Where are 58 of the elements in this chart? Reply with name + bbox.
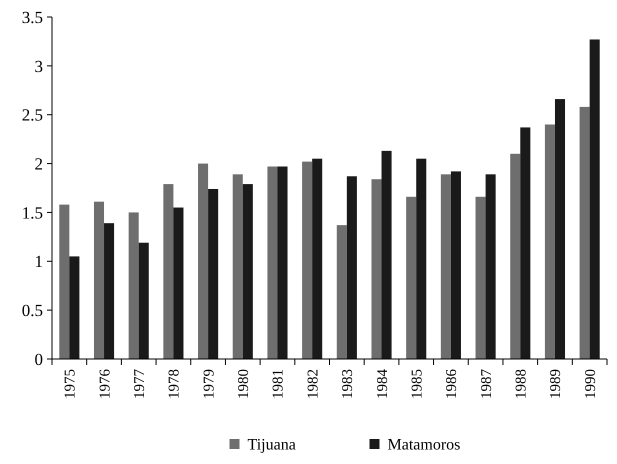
y-tick-label: 2: [34, 154, 43, 174]
bar: [267, 166, 278, 359]
y-tick-label: 1: [34, 252, 43, 272]
bar: [312, 158, 322, 359]
bar: [520, 127, 530, 359]
bar: [336, 225, 347, 359]
bar: [59, 204, 70, 359]
x-tick-label: 1989: [548, 369, 564, 399]
x-tick-label: 1987: [478, 368, 495, 399]
legend-label: Matamoros: [388, 436, 460, 454]
x-tick-label: 1976: [97, 368, 114, 399]
x-tick-label: 1986: [444, 368, 460, 399]
x-tick-label: 1977: [132, 368, 148, 399]
x-tick-label: 1975: [62, 369, 79, 399]
bar: [242, 184, 253, 359]
bar: [346, 176, 357, 359]
bar: [590, 39, 600, 359]
bar: [198, 164, 208, 359]
bar: [510, 154, 520, 359]
x-tick-label: 1983: [340, 369, 356, 399]
bar: [302, 162, 312, 359]
bar: [371, 179, 382, 359]
y-tick-label: 0: [34, 350, 43, 369]
x-tick-label: 1981: [270, 369, 287, 399]
bar: [232, 174, 243, 359]
bar: [382, 150, 392, 359]
bar: [544, 124, 555, 359]
bar: [104, 223, 114, 359]
bar: [94, 202, 104, 359]
bar: [476, 196, 486, 359]
bar: [486, 174, 496, 359]
x-tick-label: 1988: [514, 369, 530, 399]
bar: [208, 188, 218, 359]
x-tick-label: 1982: [305, 369, 322, 399]
x-tick-label: 1979: [201, 369, 218, 399]
legend-label: Tijuana: [248, 436, 296, 454]
bar: [128, 212, 139, 359]
bar: [580, 106, 590, 359]
bar: [173, 208, 184, 359]
bar: [69, 256, 80, 359]
x-tick-label: 1985: [409, 369, 426, 399]
x-tick-label: 1990: [582, 369, 599, 399]
bar: [440, 174, 451, 359]
x-tick-label: 1980: [236, 369, 252, 399]
x-tick-label: 1978: [166, 369, 183, 399]
y-tick-label: 2.5: [22, 106, 43, 125]
y-tick-label: 3.5: [22, 8, 43, 27]
bar: [138, 242, 149, 359]
y-tick-label: 3: [34, 56, 43, 76]
bar: [277, 166, 288, 359]
x-tick-label: 1984: [374, 368, 391, 399]
bar: [416, 158, 426, 359]
bar: [163, 184, 174, 359]
bar: [450, 171, 461, 359]
y-tick-label: 0.5: [22, 301, 43, 320]
y-tick-label: 1.5: [22, 203, 43, 222]
bar: [554, 99, 566, 359]
bar: [406, 196, 416, 359]
